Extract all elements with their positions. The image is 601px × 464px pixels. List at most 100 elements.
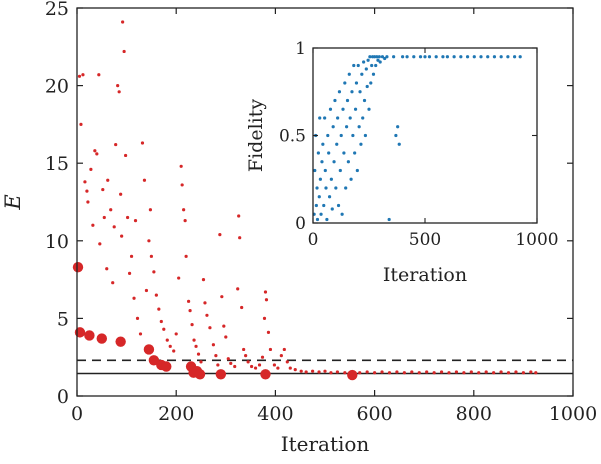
data-point: [215, 369, 227, 380]
data-point: [102, 215, 106, 220]
data-point: [154, 293, 158, 297]
inset-data-point: [333, 98, 337, 103]
inset-data-point: [342, 151, 346, 155]
y-tick-label: 20: [45, 76, 69, 98]
inset-series-markers: [312, 55, 522, 222]
inset-data-point: [499, 55, 503, 59]
inset-data-point: [343, 81, 347, 85]
inset-data-point: [323, 168, 327, 173]
data-point: [253, 366, 258, 370]
inset-data-point: [376, 58, 380, 62]
inset-data-point: [345, 98, 350, 103]
inset-data-point: [345, 125, 349, 129]
data-point: [105, 267, 109, 271]
inset-data-point: [418, 55, 423, 59]
inset-data-point: [328, 107, 333, 111]
data-point: [190, 323, 194, 327]
data-point: [224, 335, 228, 339]
data-point: [192, 338, 196, 342]
data-point: [229, 361, 233, 366]
data-point: [264, 298, 269, 302]
data-point: [152, 270, 156, 274]
inset-data-point: [359, 142, 363, 146]
inset-data-point: [423, 55, 427, 59]
data-point: [124, 153, 128, 158]
inset-data-point: [506, 55, 510, 59]
inset-data-point: [459, 55, 463, 59]
data-point: [282, 347, 286, 352]
inset-x-tick-label: 1000: [515, 230, 558, 250]
inset-data-point: [355, 168, 359, 173]
inset-data-point: [387, 217, 391, 222]
data-point: [132, 296, 136, 300]
data-point: [149, 254, 153, 258]
x-tick-label: 200: [158, 403, 194, 425]
data-point: [425, 370, 429, 374]
inset-x-tick-label: 500: [409, 230, 441, 250]
data-point: [477, 371, 481, 375]
inset-data-point: [366, 58, 370, 62]
data-point: [84, 330, 95, 341]
data-point: [125, 215, 130, 220]
data-point: [205, 313, 209, 317]
data-point: [172, 349, 176, 353]
data-point: [534, 371, 538, 375]
inset-y-tick-label: 0.5: [279, 127, 306, 147]
data-point: [115, 336, 126, 347]
inset-data-point: [315, 186, 319, 190]
inset-data-point: [326, 133, 330, 138]
inset-data-point: [340, 212, 344, 216]
data-point: [165, 338, 169, 342]
inset-data-point: [323, 116, 327, 120]
data-point: [127, 271, 132, 275]
data-point: [484, 370, 488, 374]
data-point: [83, 180, 87, 184]
data-point: [95, 152, 99, 156]
data-point: [304, 370, 308, 374]
inset-data-point: [339, 133, 343, 138]
inset-data-point: [374, 63, 378, 68]
data-point: [96, 333, 108, 344]
data-point: [196, 352, 201, 356]
y-tick-label: 15: [45, 153, 69, 175]
inset-data-point: [445, 55, 449, 59]
x-tick-label: 600: [356, 403, 392, 425]
data-point: [288, 366, 292, 370]
inset-x-axis-label: Iteration: [383, 264, 467, 286]
data-point: [138, 332, 143, 336]
data-point: [143, 344, 155, 355]
data-point: [174, 332, 178, 336]
inset-data-point: [324, 186, 328, 190]
data-point: [199, 360, 203, 364]
data-point: [257, 363, 262, 367]
data-point: [147, 239, 151, 243]
inset-data-point: [347, 72, 351, 76]
data-point: [329, 371, 333, 375]
data-point: [182, 208, 186, 212]
inset-data-point: [338, 168, 342, 173]
inset-data-point: [396, 125, 400, 129]
data-point: [260, 355, 265, 359]
data-point: [246, 360, 250, 364]
data-point: [183, 219, 187, 223]
data-point: [114, 142, 118, 147]
data-point: [499, 370, 503, 374]
data-point: [188, 309, 192, 313]
inset-data-point: [373, 55, 377, 59]
data-point: [521, 371, 526, 375]
inset-data-point: [365, 84, 369, 89]
inset-data-point: [383, 56, 387, 61]
inset-data-point: [331, 125, 335, 129]
inset-data-point: [369, 81, 373, 85]
data-point: [514, 370, 518, 374]
data-point: [358, 371, 362, 375]
data-point: [380, 370, 384, 374]
inset-data-point: [325, 217, 329, 222]
x-tick-label: 0: [71, 403, 83, 425]
data-point: [89, 167, 93, 172]
data-point: [299, 369, 303, 373]
x-tick-label: 400: [257, 403, 293, 425]
inset-data-point: [465, 55, 470, 59]
inset-data-point: [363, 133, 368, 138]
